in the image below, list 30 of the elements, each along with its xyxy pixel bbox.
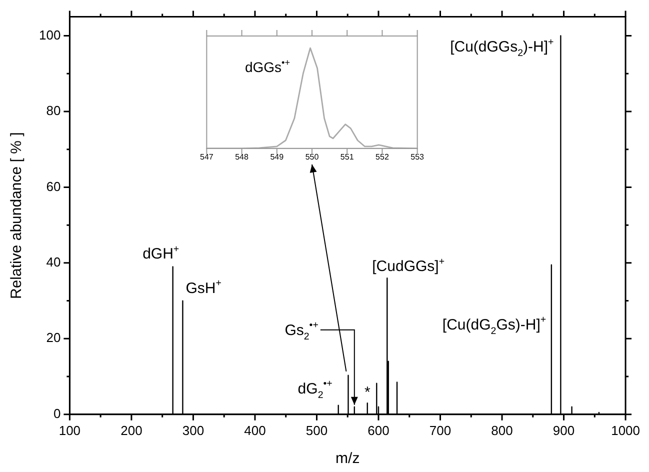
y-tick-label: 40 [46, 254, 61, 270]
x-tick-label: 551 [340, 152, 354, 162]
x-tick-label: 552 [376, 152, 390, 162]
x-tick-label: 800 [491, 422, 513, 438]
y-tick-label: 20 [46, 330, 61, 346]
x-tick-label: 1000 [611, 422, 640, 438]
annotation: dGGs•+ [244, 58, 290, 76]
y-tick-label: 0 [53, 406, 61, 421]
y-tick-label: 100 [38, 27, 61, 42]
x-tick-label: 100 [58, 422, 81, 438]
annotation: * [364, 384, 370, 402]
y-axis-title: Relative abundance [ % ] [8, 132, 26, 299]
x-tick-label: 700 [429, 422, 452, 438]
x-tick-label: 200 [120, 422, 142, 438]
x-tick-label: 400 [244, 422, 266, 438]
x-tick-label: 550 [305, 152, 320, 162]
y-tick-label: 80 [46, 103, 61, 118]
x-tick-label: 500 [306, 422, 328, 438]
x-axis-title: m/z [336, 450, 360, 468]
x-tick-label: 900 [552, 422, 575, 438]
x-tick-label: 600 [368, 422, 390, 438]
y-tick-label: 60 [46, 178, 61, 194]
x-tick-label: 300 [182, 422, 204, 438]
x-tick-label: 549 [270, 152, 284, 162]
x-tick-label: 553 [410, 152, 425, 162]
annotation: dGH+ [142, 244, 180, 263]
x-tick-label: 548 [235, 152, 249, 162]
annotation: [CudGGs]+ [372, 256, 445, 276]
x-tick-label: 547 [200, 152, 214, 162]
annotation: GsH+ [186, 278, 222, 297]
